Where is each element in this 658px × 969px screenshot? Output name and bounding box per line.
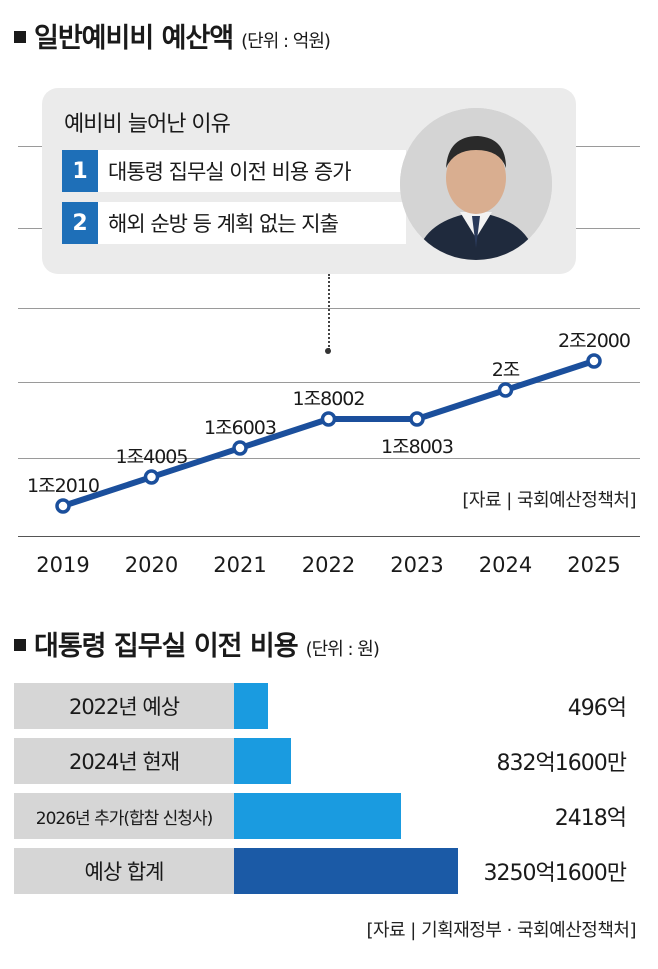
bar-chart-source: [자료 | 기획재정부 · 국회예산정책처]	[366, 920, 636, 941]
bar-chart-title: 대통령 집무실 이전 비용 (단위 : 원)	[14, 624, 380, 663]
connector-dot	[325, 348, 331, 354]
person-photo	[400, 108, 552, 260]
data-point	[497, 382, 514, 398]
bar	[234, 848, 458, 894]
data-label: 1조8003	[381, 436, 453, 458]
line-chart-title: 일반예비비 예산액 (단위 : 억원)	[14, 16, 331, 55]
x-tick-label: 2024	[479, 553, 532, 577]
reason-text: 대통령 집무실 이전 비용 증가	[98, 150, 406, 192]
x-tick-label: 2023	[390, 553, 443, 577]
data-label: 1조4005	[116, 446, 188, 468]
x-tick-label: 2019	[36, 553, 89, 577]
data-point	[55, 498, 71, 514]
data-label: 1조8002	[293, 388, 365, 410]
bar	[234, 738, 292, 784]
reason-text: 해외 순방 등 계획 없는 지출	[98, 202, 406, 244]
bar-category-label: 예상 합계	[14, 848, 234, 894]
bar-category-label: 2026년 추가(합참 신청사)	[14, 793, 234, 839]
bar-row: 2022년 예상 496억	[14, 683, 636, 729]
x-axis-line	[18, 536, 640, 537]
line-chart-title-text: 일반예비비 예산액	[34, 23, 234, 54]
line-chart-source: [자료 | 국회예산정책처]	[462, 490, 636, 511]
x-tick-label: 2021	[213, 553, 266, 577]
data-label: 2조	[492, 359, 520, 381]
data-label: 1조6003	[204, 417, 276, 439]
reason-item: 1 대통령 집무실 이전 비용 증가	[62, 150, 406, 192]
bar-value-label: 2418억	[554, 806, 627, 831]
data-point	[409, 411, 425, 427]
gridline	[18, 382, 640, 383]
title-bullet	[14, 638, 26, 651]
x-tick-label: 2020	[125, 553, 178, 577]
x-tick-label: 2022	[302, 553, 355, 577]
bar-category-label: 2024년 현재	[14, 738, 234, 784]
bar-chart-title-text: 대통령 집무실 이전 비용	[34, 631, 299, 662]
data-label: 2조2000	[558, 330, 630, 352]
bar-value-label: 496억	[567, 696, 627, 721]
reason-number: 1	[62, 150, 98, 192]
portrait-illustration	[400, 108, 552, 260]
bar-category-label: 2022년 예상	[14, 683, 234, 729]
reason-number: 2	[62, 202, 98, 244]
reason-item: 2 해외 순방 등 계획 없는 지출	[62, 202, 406, 244]
x-tick-label: 2025	[567, 553, 620, 577]
bar-value-label: 3250억1600만	[483, 861, 627, 886]
bar-chart-unit: (단위 : 원)	[305, 639, 380, 660]
data-point	[320, 411, 337, 427]
reasons-callout: 예비비 늘어난 이유 1 대통령 집무실 이전 비용 증가 2 해외 순방 등 …	[42, 88, 576, 274]
data-point	[232, 440, 248, 456]
data-point	[586, 353, 602, 369]
gridline	[18, 458, 640, 459]
bar-row: 예상 합계 3250억1600만	[14, 848, 636, 894]
callout-connector	[328, 274, 330, 350]
line-chart: 1조2010 1조4005 1조6003 1조8002 1조8003 2조 2조2000 20…	[27, 330, 631, 577]
data-point	[143, 469, 160, 485]
bar-row: 2024년 현재 832억1600만	[14, 738, 636, 784]
line-chart-unit: (단위 : 억원)	[241, 31, 331, 52]
series-line	[62, 358, 595, 509]
data-label: 1조2010	[27, 475, 99, 497]
bar-row: 2026년 추가(합참 신청사) 2418억	[14, 793, 636, 839]
title-bullet	[14, 30, 26, 43]
callout-title: 예비비 늘어난 이유	[64, 112, 231, 137]
bar	[234, 793, 401, 839]
bar	[234, 683, 269, 729]
bar-value-label: 832억1600만	[496, 751, 627, 776]
